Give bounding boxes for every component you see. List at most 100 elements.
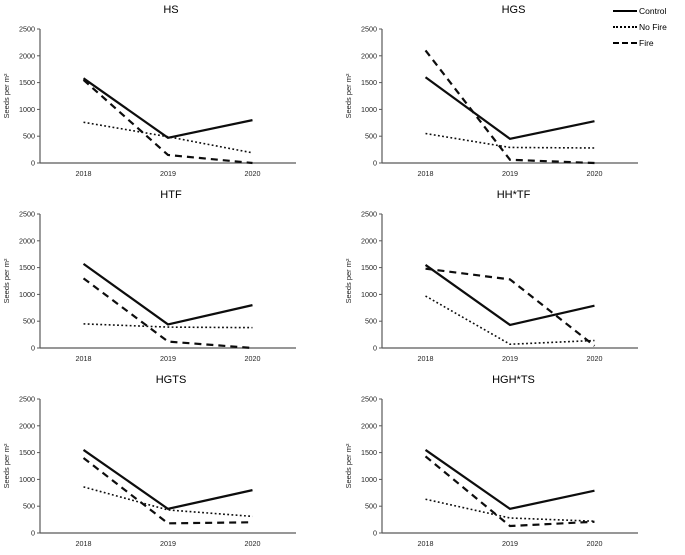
y-tick-label: 2500 xyxy=(19,25,35,34)
y-tick-label: 1000 xyxy=(19,290,35,299)
y-tick-label: 0 xyxy=(373,159,377,168)
chart-hgts-canvas: 0 500 1000 1500 2000 2500 2018 2019 2020 Seeds pe… xyxy=(2,395,296,548)
x-tick-label: 2020 xyxy=(586,539,602,548)
y-tick-label: 1500 xyxy=(19,263,35,272)
y-axis-title: Seeds per m² xyxy=(2,443,11,489)
y-tick-label: 2500 xyxy=(19,210,35,219)
y-tick-label: 1000 xyxy=(19,475,35,484)
x-tick-label: 2020 xyxy=(244,169,260,178)
y-tick-label: 2500 xyxy=(19,395,35,404)
x-tick-label: 2020 xyxy=(244,354,260,363)
chart-htf-canvas: 0 500 1000 1500 2000 2500 2018 2019 2020 Seeds pe… xyxy=(2,210,296,363)
series-no-fire-line xyxy=(425,132,595,149)
dashed-line-icon xyxy=(613,42,637,44)
y-tick-label: 1000 xyxy=(361,290,377,299)
y-tick-label: 1000 xyxy=(361,105,377,114)
y-tick-label: 500 xyxy=(23,132,35,141)
y-tick-label: 1500 xyxy=(19,448,35,457)
y-tick-label: 2000 xyxy=(19,236,35,245)
series-no-fire-line xyxy=(425,498,595,523)
x-tick-label: 2020 xyxy=(586,169,602,178)
series-control-line xyxy=(82,262,253,326)
series-control-line xyxy=(82,449,253,511)
y-tick-label: 2000 xyxy=(19,51,35,60)
x-tick-label: 2018 xyxy=(76,354,92,363)
series-fire-line xyxy=(82,79,253,165)
y-tick-label: 2500 xyxy=(361,25,377,34)
y-axis-title: Seeds per m² xyxy=(344,73,353,119)
x-tick-label: 2019 xyxy=(160,169,176,178)
series-control-line xyxy=(424,449,595,511)
x-tick-label: 2020 xyxy=(244,539,260,548)
y-tick-label: 1500 xyxy=(361,78,377,87)
chart-panel-hgs: HGS 0 500 1000 1500 2000 2500 2018 2019 2020 Seed… xyxy=(342,0,685,185)
y-axis-title: Seeds per m² xyxy=(2,73,11,119)
y-tick-label: 2000 xyxy=(19,421,35,430)
y-tick-label: 1000 xyxy=(19,105,35,114)
y-axis-title: Seeds per m² xyxy=(344,258,353,304)
dotted-line-icon xyxy=(613,26,637,28)
x-tick-label: 2019 xyxy=(502,539,518,548)
chart-title: HGS xyxy=(501,4,526,16)
chart-panel-hgh-ts: HGH*TS 0 500 1000 1500 2000 2500 2018 2019 2020 S… xyxy=(342,370,685,554)
legend-label-fire: Fire xyxy=(639,38,654,48)
series-no-fire-line xyxy=(83,323,253,329)
series-control-line xyxy=(82,77,253,139)
chart-panel-hh-tf: HH*TF 0 500 1000 1500 2000 2500 2018 2019 2020 Se… xyxy=(342,185,685,370)
x-tick-label: 2018 xyxy=(76,539,92,548)
y-tick-label: 2000 xyxy=(361,236,377,245)
chart-panel-htf: HTF 0 500 1000 1500 2000 2500 2018 2019 2020 Seed… xyxy=(0,185,342,370)
legend-label-control: Control xyxy=(639,6,667,16)
y-tick-label: 2000 xyxy=(361,51,377,60)
chart-hgh-ts-canvas: 0 500 1000 1500 2000 2500 2018 2019 2020 Seeds pe… xyxy=(344,395,638,548)
series-fire-line xyxy=(82,277,253,350)
y-tick-label: 0 xyxy=(31,344,35,353)
x-tick-label: 2020 xyxy=(586,354,602,363)
y-tick-label: 500 xyxy=(365,502,377,511)
chart-title: HH*TF xyxy=(496,189,531,201)
y-axis-title: Seeds per m² xyxy=(344,443,353,489)
series-no-fire-line xyxy=(425,295,595,346)
y-axis-title: Seeds per m² xyxy=(2,258,11,304)
x-tick-label: 2018 xyxy=(76,169,92,178)
y-tick-label: 1000 xyxy=(361,475,377,484)
y-tick-label: 500 xyxy=(365,317,377,326)
y-tick-label: 1500 xyxy=(19,78,35,87)
y-tick-label: 500 xyxy=(365,132,377,141)
y-tick-label: 2000 xyxy=(361,421,377,430)
legend-label-no-fire: No Fire xyxy=(639,22,667,32)
y-tick-label: 0 xyxy=(31,159,35,168)
y-tick-label: 0 xyxy=(373,529,377,538)
series-no-fire-line xyxy=(83,486,253,518)
chart-title: HS xyxy=(163,4,179,16)
chart-hh-tf-canvas: 0 500 1000 1500 2000 2500 2018 2019 2020 Seeds pe… xyxy=(344,210,638,363)
series-fire-line xyxy=(425,267,596,347)
x-tick-label: 2018 xyxy=(418,354,434,363)
x-tick-label: 2019 xyxy=(160,539,176,548)
series-no-fire-line xyxy=(83,121,253,154)
series-fire-line xyxy=(424,49,595,165)
y-tick-label: 0 xyxy=(31,529,35,538)
legend-item-fire: Fire xyxy=(613,35,685,51)
x-tick-label: 2019 xyxy=(502,354,518,363)
y-tick-label: 1500 xyxy=(361,263,377,272)
x-tick-label: 2018 xyxy=(418,169,434,178)
solid-line-icon xyxy=(613,10,637,12)
series-fire-line xyxy=(424,455,595,528)
legend-item-no-fire: No Fire xyxy=(613,19,685,35)
chart-hs-canvas: 0 500 1000 1500 2000 2500 2018 2019 2020 Seeds pe… xyxy=(2,25,296,178)
y-tick-label: 0 xyxy=(373,344,377,353)
chart-title: HGTS xyxy=(155,374,187,386)
chart-hgs-canvas: 0 500 1000 1500 2000 2500 2018 2019 2020 Seeds pe… xyxy=(344,25,638,178)
legend-item-control: Control xyxy=(613,3,685,19)
y-tick-label: 1500 xyxy=(361,448,377,457)
x-tick-label: 2019 xyxy=(160,354,176,363)
x-tick-label: 2019 xyxy=(502,169,518,178)
legend: Control No Fire Fire xyxy=(613,3,685,51)
chart-title: HTF xyxy=(160,189,182,201)
series-control-line xyxy=(424,264,595,327)
chart-title: HGH*TS xyxy=(492,374,535,386)
y-tick-label: 2500 xyxy=(361,395,377,404)
chart-panel-hgts: HGTS 0 500 1000 1500 2000 2500 2018 2019 2020 See… xyxy=(0,370,342,554)
